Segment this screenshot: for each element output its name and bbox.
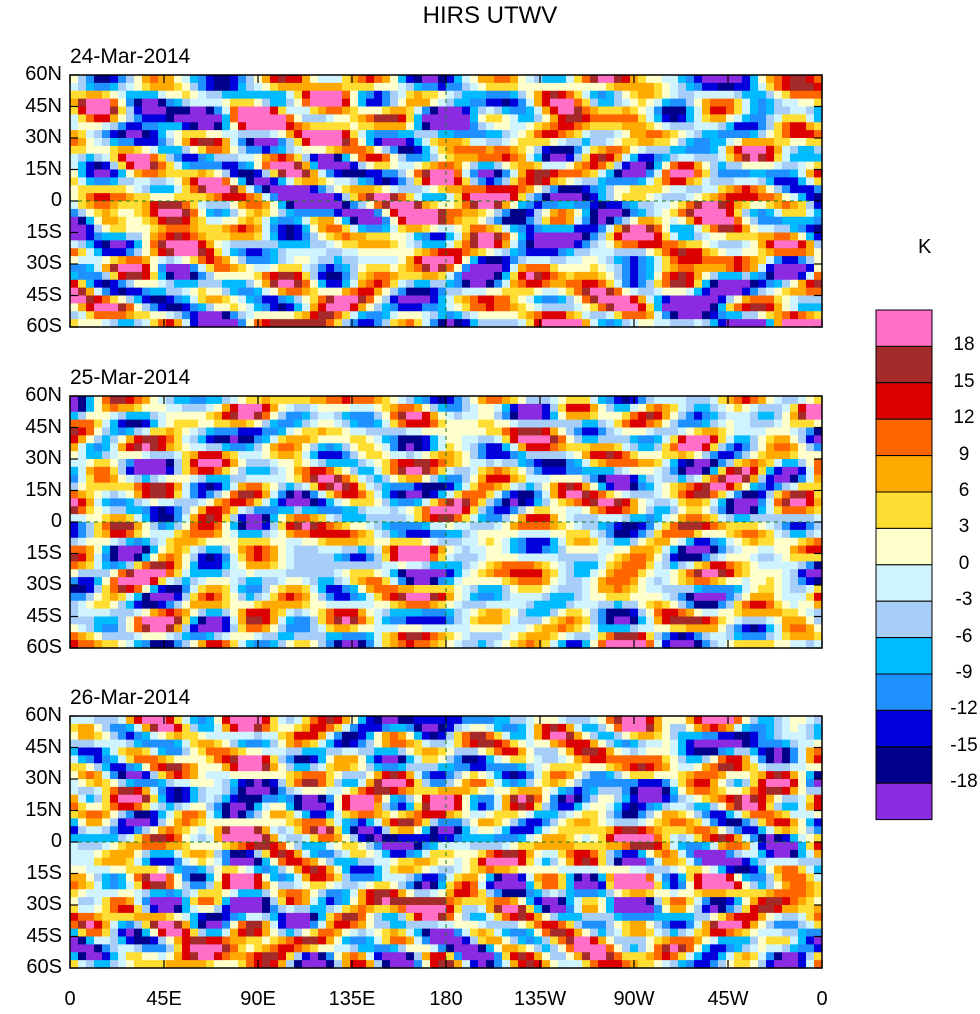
lat-label: 60N: [25, 384, 62, 406]
lat-label: 30N: [25, 447, 62, 469]
lat-label: 60S: [26, 956, 62, 978]
lat-label: 45N: [25, 415, 62, 438]
lat-label: 60N: [25, 63, 62, 85]
lat-label: 30S: [26, 893, 62, 915]
colorbar-label: 3: [958, 516, 970, 538]
lat-label: 45S: [26, 604, 62, 627]
colorbar-label: 6: [958, 480, 970, 501]
lat-label: 15N: [25, 157, 62, 180]
lon-label: 45E: [146, 988, 182, 1010]
lat-label: 45N: [25, 735, 62, 758]
lon-label: 0: [64, 988, 76, 1010]
colorbar-label: 12: [953, 407, 975, 429]
lat-label: 15N: [25, 798, 62, 821]
colorbar-label: -3: [955, 589, 973, 611]
lat-label: 60N: [25, 704, 62, 726]
lat-label: 15S: [26, 861, 62, 884]
anomaly-field-3: [70, 716, 823, 969]
anomaly-field-2: [70, 396, 823, 649]
lat-label: 15N: [25, 478, 62, 501]
colorbar-unit: K: [918, 236, 932, 258]
lat-label: 0: [50, 189, 62, 211]
colorbar-label: 15: [953, 370, 975, 392]
lat-label: 45S: [26, 924, 62, 947]
colorbar-label: -18: [950, 771, 978, 793]
colorbar-label: -6: [955, 625, 973, 647]
lat-label: 0: [50, 830, 62, 852]
lat-label: 45S: [26, 283, 62, 306]
lat-label: 30S: [26, 252, 62, 274]
lat-label: 30N: [25, 126, 62, 148]
colorbar-label: -12: [950, 698, 978, 720]
chart-title: HIRS UTWV: [422, 2, 558, 29]
lon-label: 90E: [240, 988, 276, 1010]
lat-label: 30N: [25, 767, 62, 789]
colorbar-label: 0: [958, 552, 970, 574]
lat-label: 15S: [26, 220, 62, 243]
lat-label: 45N: [25, 94, 62, 117]
panel-date-3: 26-Mar-2014: [70, 686, 191, 709]
lon-label: 180: [429, 988, 463, 1010]
lat-label: 60S: [26, 315, 62, 337]
lon-label: 45W: [707, 988, 749, 1010]
colorbar-label: 18: [953, 334, 975, 356]
lon-label: 0: [816, 988, 828, 1010]
lat-label: 15S: [26, 541, 62, 564]
colorbar-label: -15: [950, 734, 978, 756]
lat-label: 30S: [26, 573, 62, 595]
anomaly-field-1: [70, 75, 823, 328]
lat-label: 0: [50, 510, 62, 532]
lon-label: 135W: [513, 988, 567, 1010]
lon-label: 90W: [613, 988, 655, 1010]
colorbar-label: -9: [955, 662, 973, 683]
colorbar-label: 9: [958, 443, 970, 465]
lon-label: 135E: [328, 988, 376, 1010]
panel-date-1: 24-Mar-2014: [70, 45, 191, 68]
panel-date-2: 25-Mar-2014: [70, 366, 191, 389]
lat-label: 60S: [26, 636, 62, 658]
